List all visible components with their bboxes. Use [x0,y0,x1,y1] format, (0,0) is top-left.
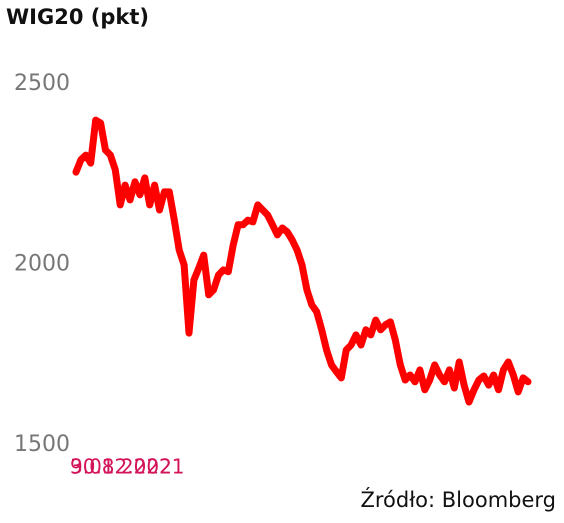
source: Źródło: Bloomberg [360,487,556,512]
line [72,116,532,406]
x-tick-label: 30.12.2021 [70,455,185,479]
y-tick-label: 2000 [14,252,70,277]
y-tick-label: 1500 [14,432,70,457]
x-tick-label: 9.08.2022 [70,455,172,479]
y-tick-label: 2500 [14,71,70,96]
chart-title: WIG20 (pkt) [6,5,149,29]
